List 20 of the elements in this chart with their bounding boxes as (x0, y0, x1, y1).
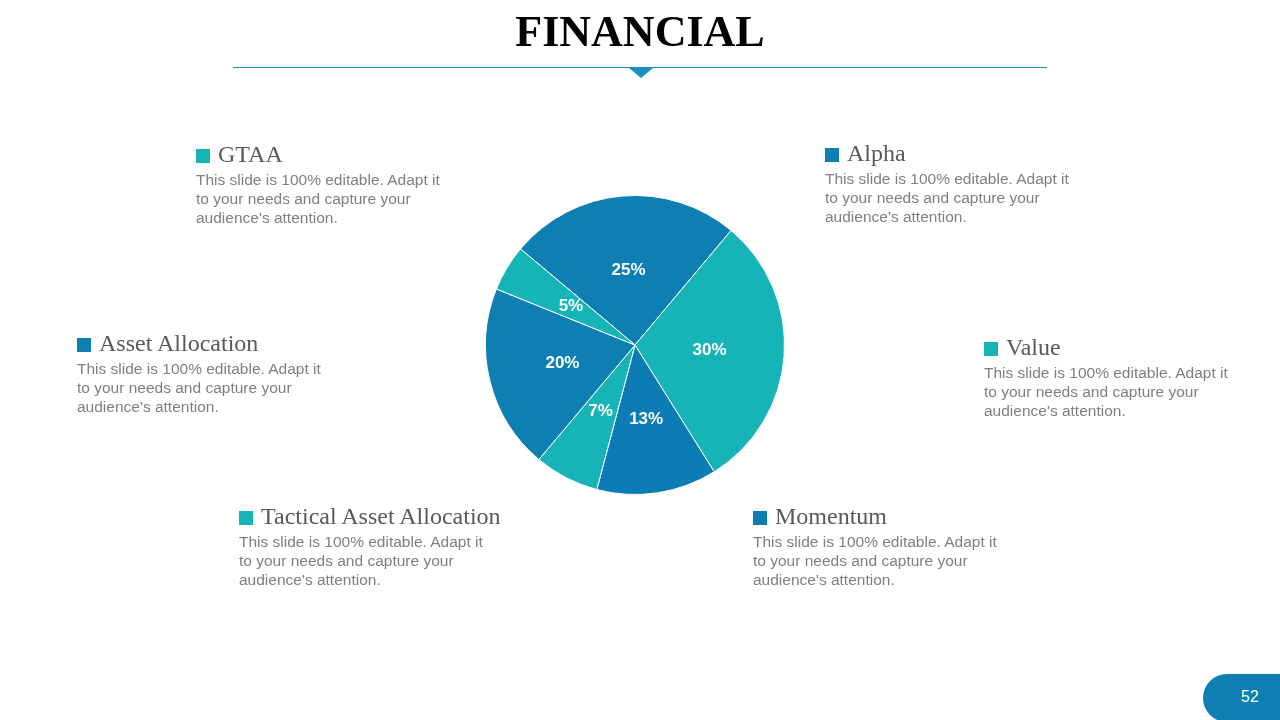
text: This slide is 100% editable. Adapt it to your needs and capture your audience's attention. (77, 359, 322, 416)
legend-label: Asset Allocation (99, 330, 259, 356)
text: This slide is 100% editable. Adapt it to your needs and capture your audience's attention. (825, 169, 1070, 226)
text: This slide is 100% editable. Adapt it to your needs and capture your audience's attention. (984, 363, 1229, 420)
chart-title: FINANCIAL (514, 6, 766, 57)
legend-label: GTAA (218, 141, 283, 167)
legend-label: Momentum (775, 503, 887, 529)
text: 52 (1240, 688, 1260, 706)
data-label: 13% (629, 408, 664, 428)
legend-label: Value (1006, 334, 1061, 360)
legend-label: Alpha (847, 140, 906, 166)
data-label: 25% (611, 260, 646, 280)
data-label: 30% (692, 339, 727, 359)
legend-label: Tactical Asset Allocation (261, 503, 501, 529)
data-label: 20% (545, 352, 580, 372)
text: This slide is 100% editable. Adapt it to your needs and capture your audience's attention. (196, 170, 441, 227)
data-label: 5% (558, 296, 584, 316)
data-label: 7% (588, 401, 613, 421)
text: This slide is 100% editable. Adapt it to your needs and capture your audience's attention. (753, 532, 998, 589)
text: This slide is 100% editable. Adapt it to your needs and capture your audience's attention. (239, 532, 484, 589)
